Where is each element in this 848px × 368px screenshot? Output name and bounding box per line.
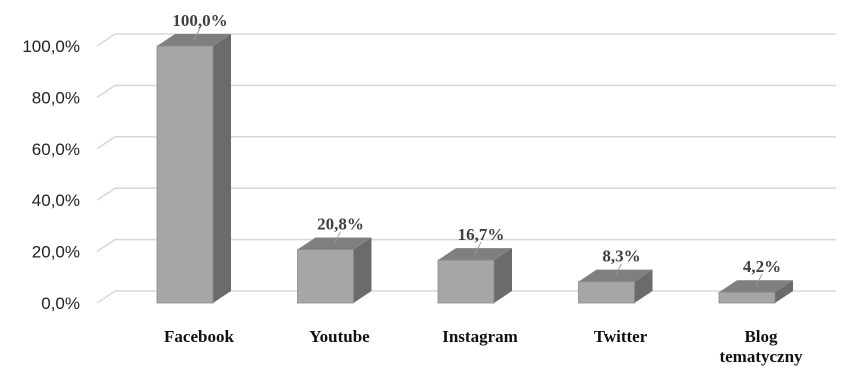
x-tick-label: Facebook	[164, 327, 234, 346]
bar-front-face	[156, 45, 214, 304]
bar	[718, 280, 793, 304]
data-label: 100,0%	[172, 11, 227, 30]
data-label-leader	[193, 27, 201, 41]
x-axis-tick-labels: Facebook Youtube Instagram Twitter Blogtemat…	[164, 327, 803, 366]
x-tick-label: Youtube	[309, 327, 370, 346]
bar	[156, 34, 231, 304]
data-label-leader	[615, 263, 622, 276]
bar-side-face	[494, 248, 512, 303]
y-tick-label: 0,0%	[41, 294, 80, 313]
data-label: 16,7%	[458, 225, 505, 244]
x-tick-label: Twitter	[594, 327, 648, 346]
bar-front-face	[437, 259, 495, 304]
data-label: 4,2%	[743, 257, 781, 276]
data-label: 20,8%	[317, 215, 364, 234]
x-tick-label: Blog	[744, 327, 778, 346]
gridline	[96, 33, 836, 47]
y-tick-label: 60,0%	[32, 140, 80, 159]
bar	[297, 237, 372, 304]
data-label-leader	[474, 241, 482, 255]
data-label-leader	[755, 273, 763, 287]
gridline	[96, 136, 836, 150]
bar-side-face	[634, 269, 653, 303]
bar-front-face	[718, 291, 776, 304]
x-tick-label: Instagram	[442, 327, 518, 346]
y-tick-label: 40,0%	[32, 191, 80, 210]
y-axis-tick-labels: 0,0% 20,0% 40,0% 60,0% 80,0% 100,0%	[22, 37, 80, 313]
gridline	[96, 238, 836, 253]
bar-front-face	[578, 281, 635, 304]
y-tick-label: 20,0%	[32, 243, 80, 262]
data-label: 8,3%	[602, 247, 640, 266]
gridline	[96, 84, 836, 99]
bar-side-face	[353, 237, 372, 303]
y-tick-label: 80,0%	[32, 88, 80, 107]
bars	[156, 34, 793, 304]
bar	[437, 248, 512, 304]
data-label-leader	[334, 231, 341, 244]
data-labels: 100,0% 20,8% 16,7% 8,3% 4,2%	[172, 11, 781, 287]
bar-side-face	[775, 280, 793, 303]
x-tick-label: tematyczny	[719, 347, 803, 366]
bar-side-face	[213, 34, 231, 303]
bar-front-face	[297, 249, 354, 304]
gridline	[96, 187, 836, 201]
y-tick-label: 100,0%	[22, 37, 80, 56]
